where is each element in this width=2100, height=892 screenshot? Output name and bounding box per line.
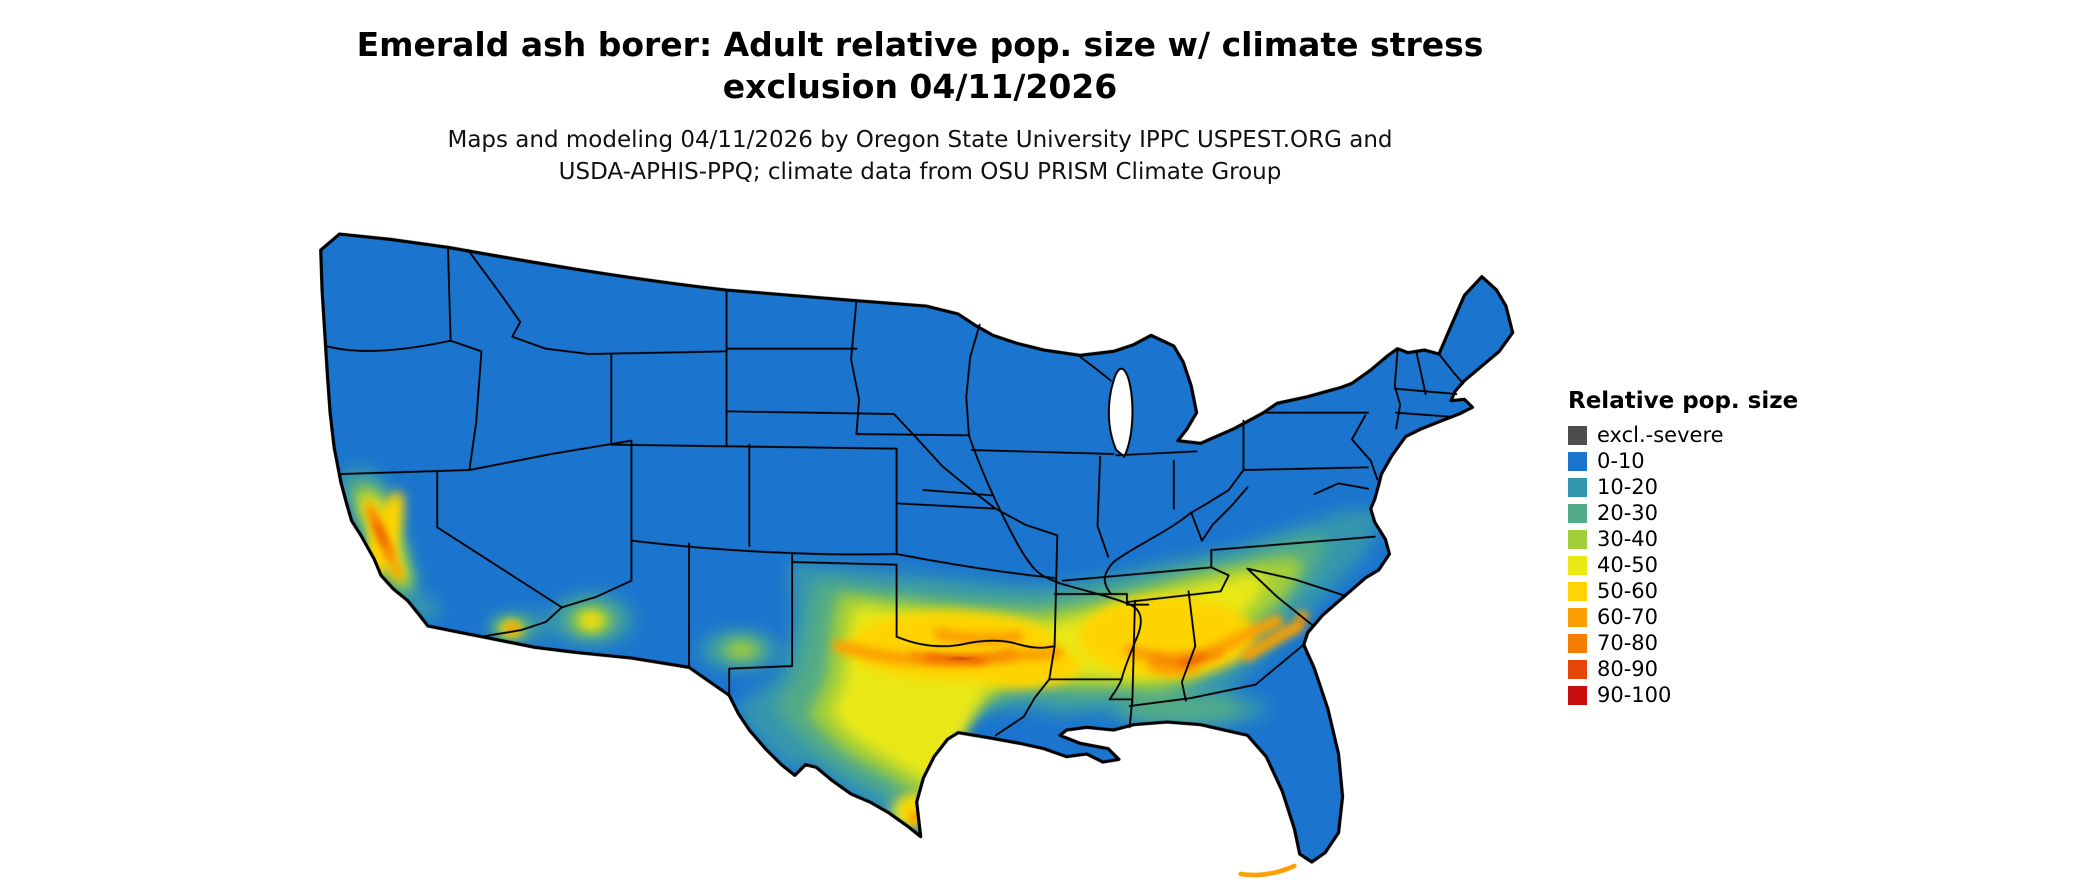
legend-swatch (1568, 478, 1587, 497)
page-title: Emerald ash borer: Adult relative pop. s… (0, 24, 1840, 108)
legend-item: 60-70 (1568, 605, 1798, 629)
legend-item: 70-80 (1568, 631, 1798, 655)
state-borders (325, 246, 1465, 737)
legend: Relative pop. size excl.-severe 0-10 10-20… (1568, 388, 1798, 712)
title-line-1: Emerald ash borer: Adult relative pop. s… (356, 25, 1484, 64)
legend-item: 40-50 (1568, 553, 1798, 577)
legend-item: 90-100 (1568, 683, 1798, 707)
florida-keys (1238, 863, 1297, 878)
map-header: Emerald ash borer: Adult relative pop. s… (0, 24, 1840, 188)
legend-label: 20-30 (1597, 501, 1659, 525)
legend-label: 10-20 (1597, 475, 1659, 499)
legend-label: 0-10 (1597, 449, 1645, 473)
heat-band-90-100 (951, 656, 971, 661)
us-map-figure (310, 226, 1522, 886)
legend-swatch (1568, 608, 1587, 627)
legend-label: excl.-severe (1597, 423, 1724, 447)
lake-michigan (1107, 367, 1134, 459)
legend-label: 40-50 (1597, 553, 1659, 577)
title-line-2: exclusion 04/11/2026 (722, 67, 1118, 106)
us-map (319, 232, 1515, 878)
legend-label: 50-60 (1597, 579, 1659, 603)
legend-label: 60-70 (1597, 605, 1659, 629)
legend-swatch (1568, 426, 1587, 445)
attribution-line-2: USDA-APHIS-PPQ; climate data from OSU PR… (558, 159, 1282, 185)
legend-label: 30-40 (1597, 527, 1659, 551)
legend-swatch (1568, 582, 1587, 601)
legend-items: excl.-severe 0-10 10-20 20-30 30-40 40-50 50-6… (1568, 423, 1798, 707)
legend-swatch (1568, 686, 1587, 705)
legend-label: 70-80 (1597, 631, 1659, 655)
map-attribution: Maps and modeling 04/11/2026 by Oregon S… (0, 124, 1840, 188)
legend-item: excl.-severe (1568, 423, 1798, 447)
legend-swatch (1568, 504, 1587, 523)
legend-item: 20-30 (1568, 501, 1798, 525)
heat-overlay (320, 234, 1513, 862)
attribution-line-1: Maps and modeling 04/11/2026 by Oregon S… (447, 127, 1393, 153)
legend-swatch (1568, 452, 1587, 471)
legend-item: 30-40 (1568, 527, 1798, 551)
legend-item: 80-90 (1568, 657, 1798, 681)
legend-title: Relative pop. size (1568, 388, 1799, 414)
legend-swatch (1568, 530, 1587, 549)
legend-label: 80-90 (1597, 657, 1659, 681)
legend-swatch (1568, 660, 1587, 679)
legend-label: 90-100 (1597, 683, 1672, 707)
legend-item: 0-10 (1568, 449, 1798, 473)
legend-swatch (1568, 634, 1587, 653)
legend-swatch (1568, 556, 1587, 575)
legend-item: 50-60 (1568, 579, 1798, 603)
legend-item: 10-20 (1568, 475, 1798, 499)
